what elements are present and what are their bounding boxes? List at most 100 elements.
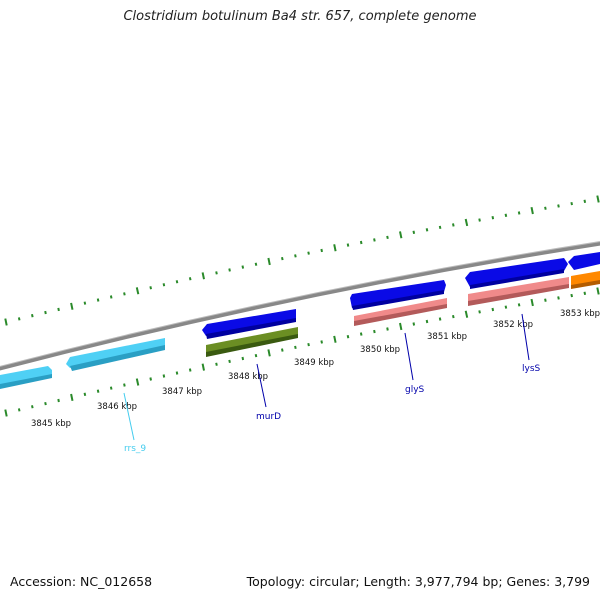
outer-tick-33 <box>438 225 442 230</box>
outer-tick-20 <box>267 257 271 266</box>
outer-tick-36 <box>478 218 481 222</box>
leader-rrs_9 <box>123 392 135 441</box>
murD-feature-block[interactable] <box>206 327 298 357</box>
scale-label-3852: 3852 kbp <box>493 320 533 330</box>
scale-label-3853: 3853 kbp <box>560 309 600 319</box>
gene-label-rrs_9: rrs_9 <box>124 444 146 454</box>
scale-tick-41 <box>544 298 547 302</box>
outer-tick-18 <box>241 265 245 269</box>
outer-tick-19 <box>254 262 258 266</box>
scale-tick-8 <box>109 386 113 390</box>
outer-tick-27 <box>359 240 363 245</box>
scale-label-3851: 3851 kbp <box>427 332 467 342</box>
outer-tick-22 <box>294 254 297 258</box>
scale-tick-30 <box>399 322 403 331</box>
outer-tick-25 <box>333 244 337 252</box>
scale-tick-33 <box>438 317 442 321</box>
gene-label-murD: murD <box>256 412 281 422</box>
forward-strand-genes <box>0 252 600 389</box>
scale-tick-45 <box>596 287 600 295</box>
map-title: Clostridium botulinum Ba4 str. 657, comp… <box>123 9 477 24</box>
outer-tick-3 <box>44 310 47 315</box>
scale-label-3846: 3846 kbp <box>97 402 137 412</box>
outer-tick-1 <box>17 317 21 321</box>
scale-tick-17 <box>228 359 231 364</box>
gene-labels: rrs_9 murD glyS lysS <box>124 364 541 454</box>
outer-tick-32 <box>425 228 429 232</box>
outer-tick-21 <box>281 256 284 261</box>
scale-tick-36 <box>478 310 481 314</box>
scale-tick-0 <box>4 409 8 417</box>
outer-tick-15 <box>201 272 205 280</box>
outer-tick-2 <box>31 314 34 318</box>
scale-labels: 3845 kbp 3846 kbp 3847 kbp 3848 kbp 3849… <box>31 309 600 429</box>
scale-label-3847: 3847 kbp <box>162 387 202 397</box>
scale-tick-14 <box>188 368 192 372</box>
outer-tick-31 <box>412 230 416 234</box>
outer-tick-0 <box>4 318 8 326</box>
glyS-feature-block[interactable] <box>354 298 447 326</box>
leader-lysS <box>521 313 530 361</box>
genome-summary: Topology: circular; Length: 3,977,794 bp… <box>246 574 590 589</box>
outer-tick-34 <box>452 223 455 227</box>
gene-arrow-murD[interactable] <box>202 309 296 339</box>
outer-tick-11 <box>149 286 152 290</box>
scale-tick-6 <box>83 392 87 396</box>
scale-tick-32 <box>425 319 429 324</box>
scale-label-3848: 3848 kbp <box>228 372 268 382</box>
outer-tick-35 <box>464 218 469 227</box>
outer-tick-44 <box>583 199 587 203</box>
outer-tick-45 <box>596 195 600 203</box>
scale-tick-15 <box>201 363 205 371</box>
scale-tick-12 <box>162 374 166 378</box>
scale-label-3845: 3845 kbp <box>31 419 71 429</box>
scale-tick-11 <box>149 377 152 381</box>
scale-tick-34 <box>452 314 455 319</box>
outer-tick-10 <box>135 287 140 295</box>
gene-arrow-rrs_9[interactable] <box>66 338 165 371</box>
reverse-strand-blocks <box>206 271 600 357</box>
outer-tick-43 <box>570 201 573 206</box>
outer-tick-4 <box>57 307 60 312</box>
outer-tick-14 <box>188 277 192 281</box>
scale-tick-44 <box>583 291 587 295</box>
outer-tick-26 <box>346 243 350 247</box>
scale-tick-35 <box>464 310 469 318</box>
scale-tick-9 <box>123 383 126 387</box>
scale-label-3850: 3850 kbp <box>360 345 400 355</box>
scale-tick-28 <box>373 329 376 334</box>
scale-tick-37 <box>491 307 495 312</box>
scale-tick-43 <box>570 293 573 298</box>
outer-tick-40 <box>530 206 534 215</box>
gene-arrow-glyS[interactable] <box>350 280 446 310</box>
lysS-feature-block[interactable] <box>468 277 569 306</box>
outer-tick-23 <box>307 251 310 255</box>
gene-arrow-lysS[interactable] <box>465 258 568 289</box>
scale-tick-16 <box>215 362 218 366</box>
scale-tick-7 <box>96 389 100 393</box>
outer-tick-7 <box>96 298 100 302</box>
scale-tick-40 <box>530 298 534 307</box>
scale-tick-5 <box>70 393 74 402</box>
outer-tick-41 <box>544 206 547 210</box>
gene-label-glyS: glyS <box>405 385 425 395</box>
outer-tick-17 <box>228 268 231 272</box>
outer-tick-12 <box>162 283 166 287</box>
scale-tick-27 <box>359 332 363 336</box>
gene-arrow-next[interactable] <box>568 252 600 270</box>
scale-tick-1 <box>17 408 21 412</box>
scale-tick-20 <box>267 349 271 357</box>
scale-tick-31 <box>412 322 416 326</box>
scale-tick-22 <box>294 345 297 350</box>
accession-label: Accession: NC_012658 <box>10 574 153 589</box>
outer-tick-8 <box>109 295 113 299</box>
gene-label-lysS: lysS <box>522 364 541 374</box>
orange-feature-block[interactable] <box>571 271 600 289</box>
outer-tick-30 <box>399 231 403 239</box>
outer-tick-9 <box>123 292 126 296</box>
scale-tick-42 <box>557 296 560 300</box>
scale-tick-24 <box>320 340 323 344</box>
gene-arrow-rrna-1[interactable] <box>0 366 52 389</box>
scale-tick-2 <box>31 405 34 409</box>
